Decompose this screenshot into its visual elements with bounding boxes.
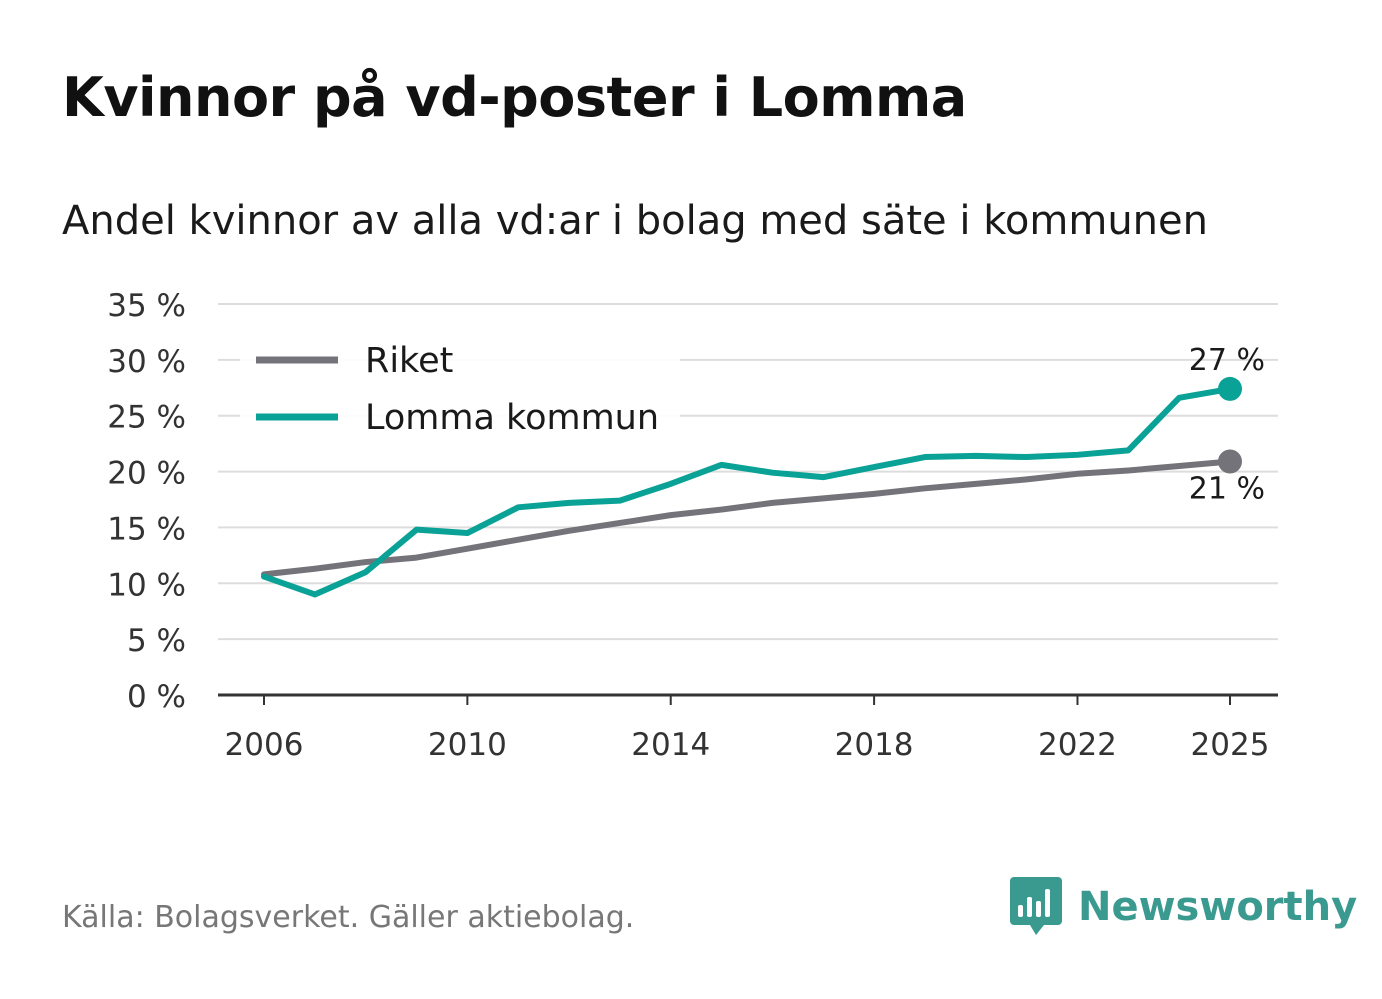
brand-logo: Newsworthy <box>1010 877 1357 937</box>
axis-layer: 0 % 5 % 10 % 15 % 20 % 25 % 30 % 35 % 2006 2010 20… <box>107 288 1278 763</box>
legend-label-riket: Riket <box>365 341 453 381</box>
y-tick-label: 10 % <box>107 567 186 603</box>
series-line-lomma <box>261 385 1233 598</box>
legend-background <box>240 336 680 444</box>
y-tick-label: 25 % <box>107 400 186 436</box>
x-tick-label: 2018 <box>835 727 914 763</box>
x-tick-label: 2010 <box>428 727 507 763</box>
x-tick-label: 2022 <box>1038 727 1117 763</box>
x-tick-label: 2025 <box>1191 727 1270 763</box>
x-tick-label: 2006 <box>225 727 304 763</box>
series-line-riket <box>261 458 1233 578</box>
end-label-lomma: 27 % <box>1189 343 1265 378</box>
label-layer: 27 % 21 % <box>1189 343 1265 507</box>
y-tick-label: 30 % <box>107 344 186 380</box>
chart-title: Kvinnor på vd-poster i Lomma <box>62 66 967 129</box>
y-tick-label: 0 % <box>127 679 186 715</box>
series-layer <box>261 376 1242 598</box>
source-note: Källa: Bolagsverket. Gäller aktiebolag. <box>62 900 635 935</box>
x-tick-label: 2014 <box>631 727 710 763</box>
chart-subtitle: Andel kvinnor av alla vd:ar i bolag med … <box>62 198 1208 244</box>
end-marker-lomma <box>1218 376 1242 401</box>
y-tick-label: 5 % <box>127 623 186 659</box>
end-label-riket: 21 % <box>1189 472 1265 507</box>
end-marker-riket <box>1218 449 1242 474</box>
legend-label-lomma: Lomma kommun <box>365 398 659 438</box>
y-tick-label: 35 % <box>107 288 186 324</box>
newsworthy-chart-icon <box>1010 877 1062 935</box>
y-tick-label: 20 % <box>107 456 186 492</box>
y-tick-label: 15 % <box>107 511 186 547</box>
legend: Riket Lomma kommun <box>240 336 680 444</box>
brand-name: Newsworthy <box>1078 884 1358 930</box>
